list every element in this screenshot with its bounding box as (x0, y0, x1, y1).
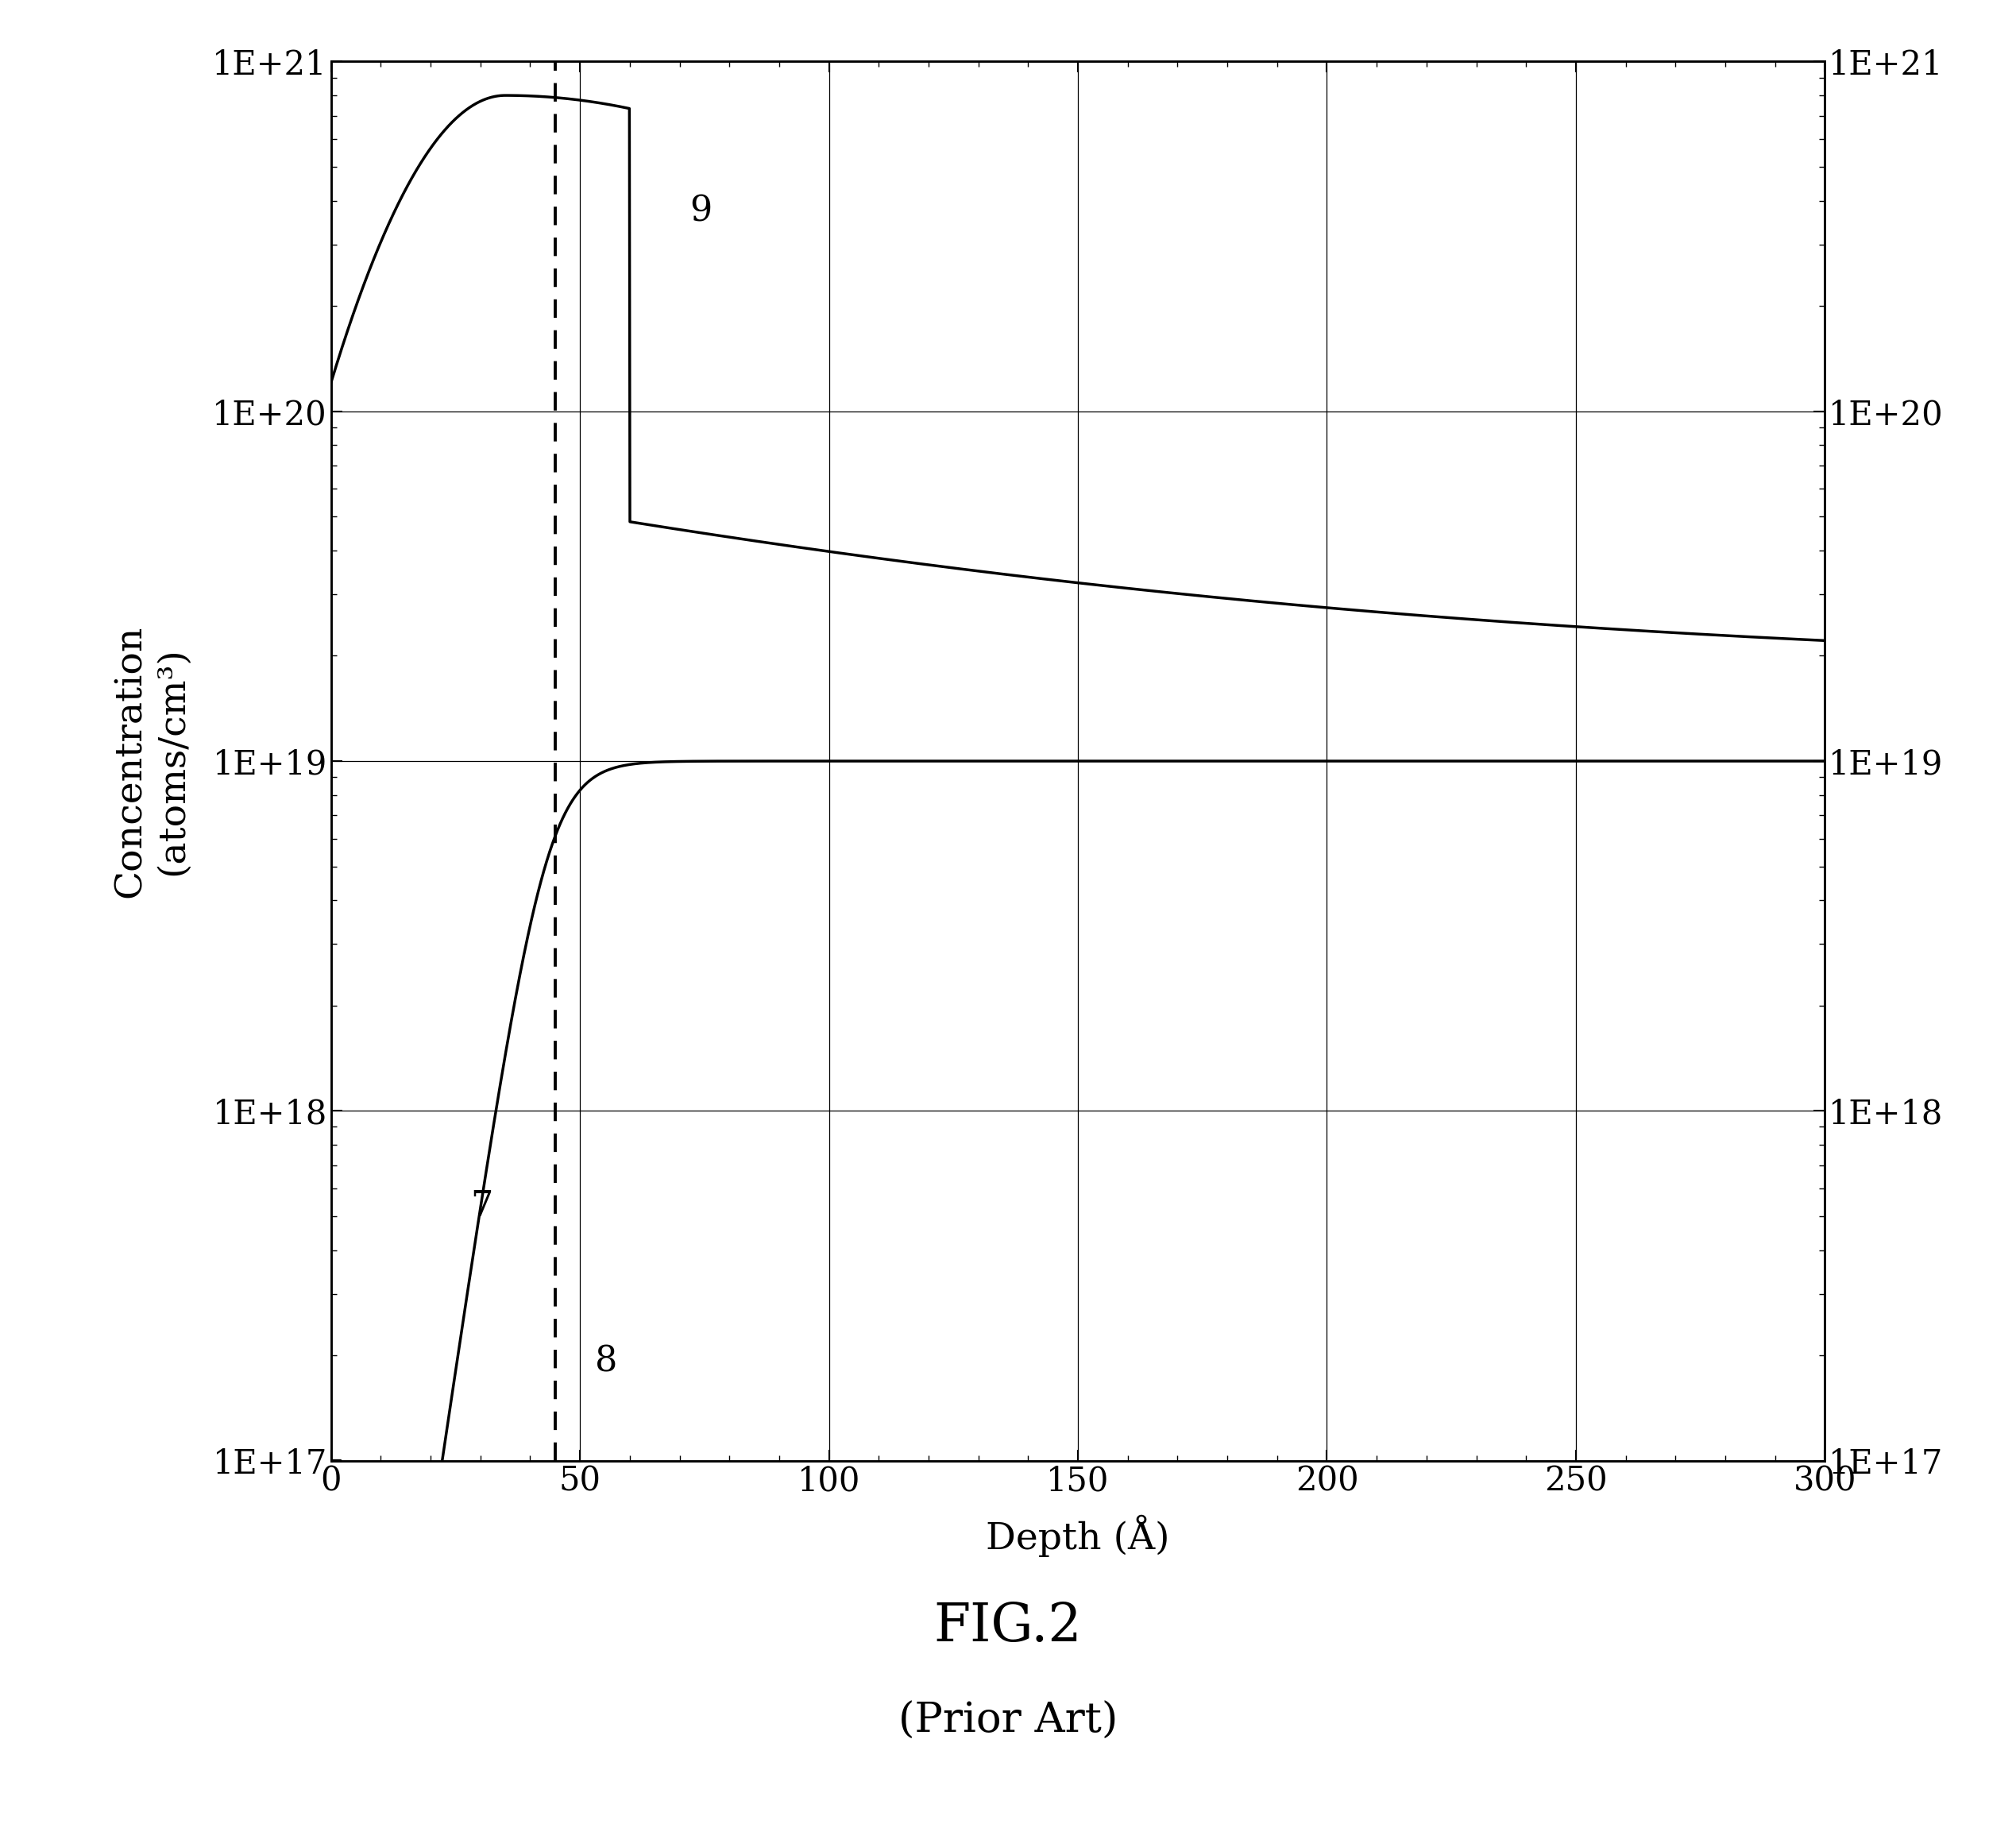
Y-axis label: Concentration
(atoms/cm³): Concentration (atoms/cm³) (113, 624, 190, 897)
Text: (Prior Art): (Prior Art) (899, 1702, 1117, 1742)
X-axis label: Depth (Å): Depth (Å) (986, 1514, 1169, 1556)
Text: 8: 8 (595, 1344, 617, 1379)
Text: 7: 7 (470, 1189, 494, 1224)
Text: FIG.2: FIG.2 (933, 1601, 1083, 1653)
Text: 9: 9 (689, 193, 712, 228)
